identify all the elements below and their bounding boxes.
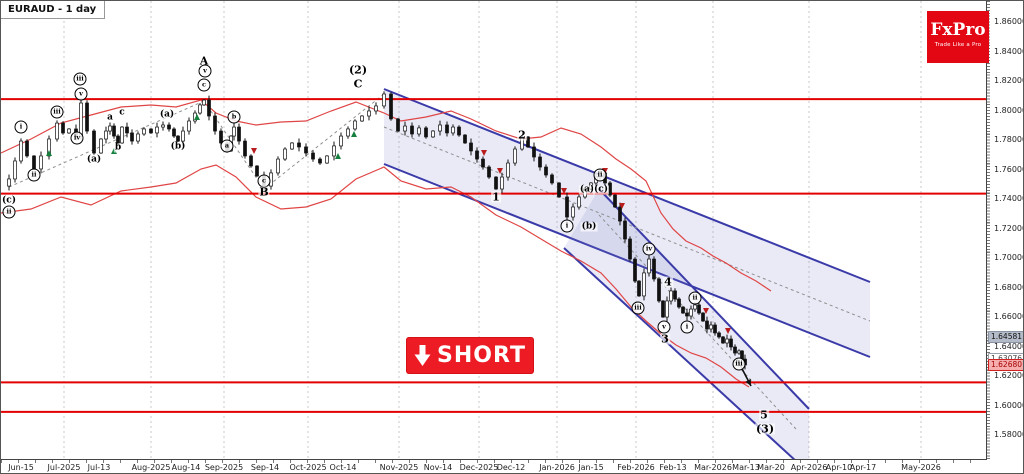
wave-label: (c) bbox=[593, 184, 609, 195]
wave-label: (a) bbox=[85, 154, 103, 165]
x-axis-label: Aug-14 bbox=[171, 463, 201, 472]
y-axis-label: 1.72000 bbox=[994, 223, 1024, 233]
symbol-title: EURAUD - 1 day bbox=[1, 1, 106, 19]
wave-label: a bbox=[220, 139, 234, 153]
fxpro-tagline: Trade Like a Pro bbox=[934, 42, 982, 48]
wave-label: (c) bbox=[1, 195, 17, 206]
x-axis-label: Apr-2026 bbox=[790, 463, 828, 472]
wave-label: i bbox=[560, 219, 574, 233]
wave-label: i bbox=[14, 120, 28, 134]
x-axis-label: Jul-13 bbox=[87, 463, 111, 472]
x-axis-label: Aug-2025 bbox=[131, 463, 171, 472]
y-axis-label: 1.64000 bbox=[994, 341, 1024, 351]
x-axis-label: Sep-14 bbox=[250, 463, 280, 472]
wave-label: ii bbox=[2, 205, 16, 219]
x-axis-label: Jan-2026 bbox=[539, 463, 575, 472]
x-axis-label: Mar-13 bbox=[732, 463, 760, 472]
wave-label: iv bbox=[642, 242, 656, 256]
wave-label: (a) bbox=[578, 184, 596, 195]
wave-label: b bbox=[113, 142, 123, 153]
y-axis-label: 1.66000 bbox=[994, 312, 1024, 321]
wave-label: (3) bbox=[754, 422, 776, 436]
wave-label: i bbox=[680, 320, 694, 334]
y-axis-label: 1.62000 bbox=[994, 371, 1024, 380]
x-axis-label: Apr-17 bbox=[849, 463, 877, 472]
chart-canvas[interactable] bbox=[1, 1, 986, 459]
wave-label: (2) bbox=[347, 63, 369, 77]
wave-label: 5 bbox=[759, 408, 769, 422]
y-axis-label: 1.86000 bbox=[994, 17, 1024, 26]
y-axis-label: 1.78000 bbox=[994, 135, 1024, 144]
x-axis-label: Dec-2025 bbox=[459, 463, 499, 472]
wave-label: 1 bbox=[491, 190, 501, 204]
wave-label: ii bbox=[688, 291, 702, 305]
wave-label: B bbox=[258, 185, 270, 199]
x-axis-label: Feb-2026 bbox=[617, 463, 655, 472]
wave-label: iii bbox=[631, 301, 645, 315]
x-axis-label: Sep-2025 bbox=[204, 463, 244, 472]
y-axis-label: 1.84000 bbox=[994, 46, 1024, 56]
fxpro-brand-text: FxPro bbox=[930, 20, 986, 40]
y-axis-label: 1.58000 bbox=[994, 430, 1024, 439]
wave-label: a bbox=[106, 112, 114, 123]
wave-label: (b) bbox=[169, 141, 187, 152]
down-arrow-icon bbox=[414, 345, 431, 366]
wave-label: iii bbox=[50, 105, 64, 119]
y-axis-label: 1.76000 bbox=[994, 164, 1024, 174]
x-axis-label: Dec-12 bbox=[496, 463, 526, 472]
price-axis-ticks bbox=[987, 1, 990, 459]
wave-label: (b) bbox=[580, 221, 598, 232]
wave-label: 3 bbox=[660, 332, 670, 346]
x-axis-label: Mar-2026 bbox=[694, 463, 732, 472]
wave-label: C bbox=[352, 77, 364, 91]
wave-label: A bbox=[198, 54, 210, 68]
x-axis-label: Nov-14 bbox=[423, 463, 453, 472]
x-axis-label: Mar-20 bbox=[757, 463, 785, 472]
wave-label: 4 bbox=[663, 275, 673, 289]
wave-label: v bbox=[198, 64, 212, 78]
short-signal-badge: SHORT bbox=[406, 337, 534, 374]
x-axis-label: Feb-13 bbox=[659, 463, 687, 472]
x-axis-label: Jul-2025 bbox=[47, 463, 81, 472]
y-axis-label: 1.70000 bbox=[994, 253, 1024, 262]
wave-label: (a) bbox=[158, 109, 176, 120]
wave-label: ii bbox=[593, 168, 607, 182]
y-axis-label: 1.68000 bbox=[994, 282, 1024, 292]
y-axis-label: 1.60000 bbox=[994, 400, 1024, 410]
wave-label: c bbox=[118, 107, 126, 118]
x-axis-label: Jan-15 bbox=[578, 463, 604, 472]
x-axis-label: May-2026 bbox=[901, 463, 941, 472]
wave-label: b bbox=[227, 110, 241, 124]
short-signal-label: SHORT bbox=[437, 343, 526, 368]
price-badge-red: 1.62680 bbox=[988, 358, 1023, 371]
y-axis-label: 1.82000 bbox=[994, 76, 1024, 85]
price-axis[interactable]: 1.86000 1.84000 1.82000 1.80000 1.78000 1.760… bbox=[987, 1, 1024, 459]
x-axis-label: Oct-14 bbox=[329, 463, 357, 472]
time-axis-ticks bbox=[1, 460, 986, 463]
wave-label: iv bbox=[70, 131, 84, 145]
x-axis-label: Oct-2025 bbox=[289, 463, 327, 472]
x-axis-label: Jun-15 bbox=[8, 463, 34, 472]
wave-label: iii bbox=[73, 72, 87, 86]
wave-label: 2 bbox=[517, 128, 527, 142]
channels-layer bbox=[383, 88, 871, 459]
wave-label: iii bbox=[732, 357, 746, 371]
wave-label: v bbox=[74, 87, 88, 101]
wave-label: ii bbox=[27, 168, 41, 182]
time-axis[interactable]: Jun-15 Jul-2025 Jul-13 Aug-2025 Aug-14 Sep-20… bbox=[1, 460, 986, 473]
symbol-title-text: EURAUD - 1 day bbox=[8, 4, 97, 15]
price-badge-gray: 1.64581 bbox=[988, 330, 1023, 343]
y-axis-label: 1.74000 bbox=[994, 194, 1024, 203]
level-lines-layer bbox=[1, 98, 986, 413]
y-axis-label: 1.80000 bbox=[994, 105, 1024, 115]
x-axis-label: Apr-10 bbox=[825, 463, 853, 472]
wave-label: v bbox=[657, 320, 671, 334]
fxpro-logo: FxPro Trade Like a Pro bbox=[927, 11, 989, 63]
x-axis-label: Nov-2025 bbox=[379, 463, 419, 472]
wave-label: c bbox=[197, 78, 211, 92]
